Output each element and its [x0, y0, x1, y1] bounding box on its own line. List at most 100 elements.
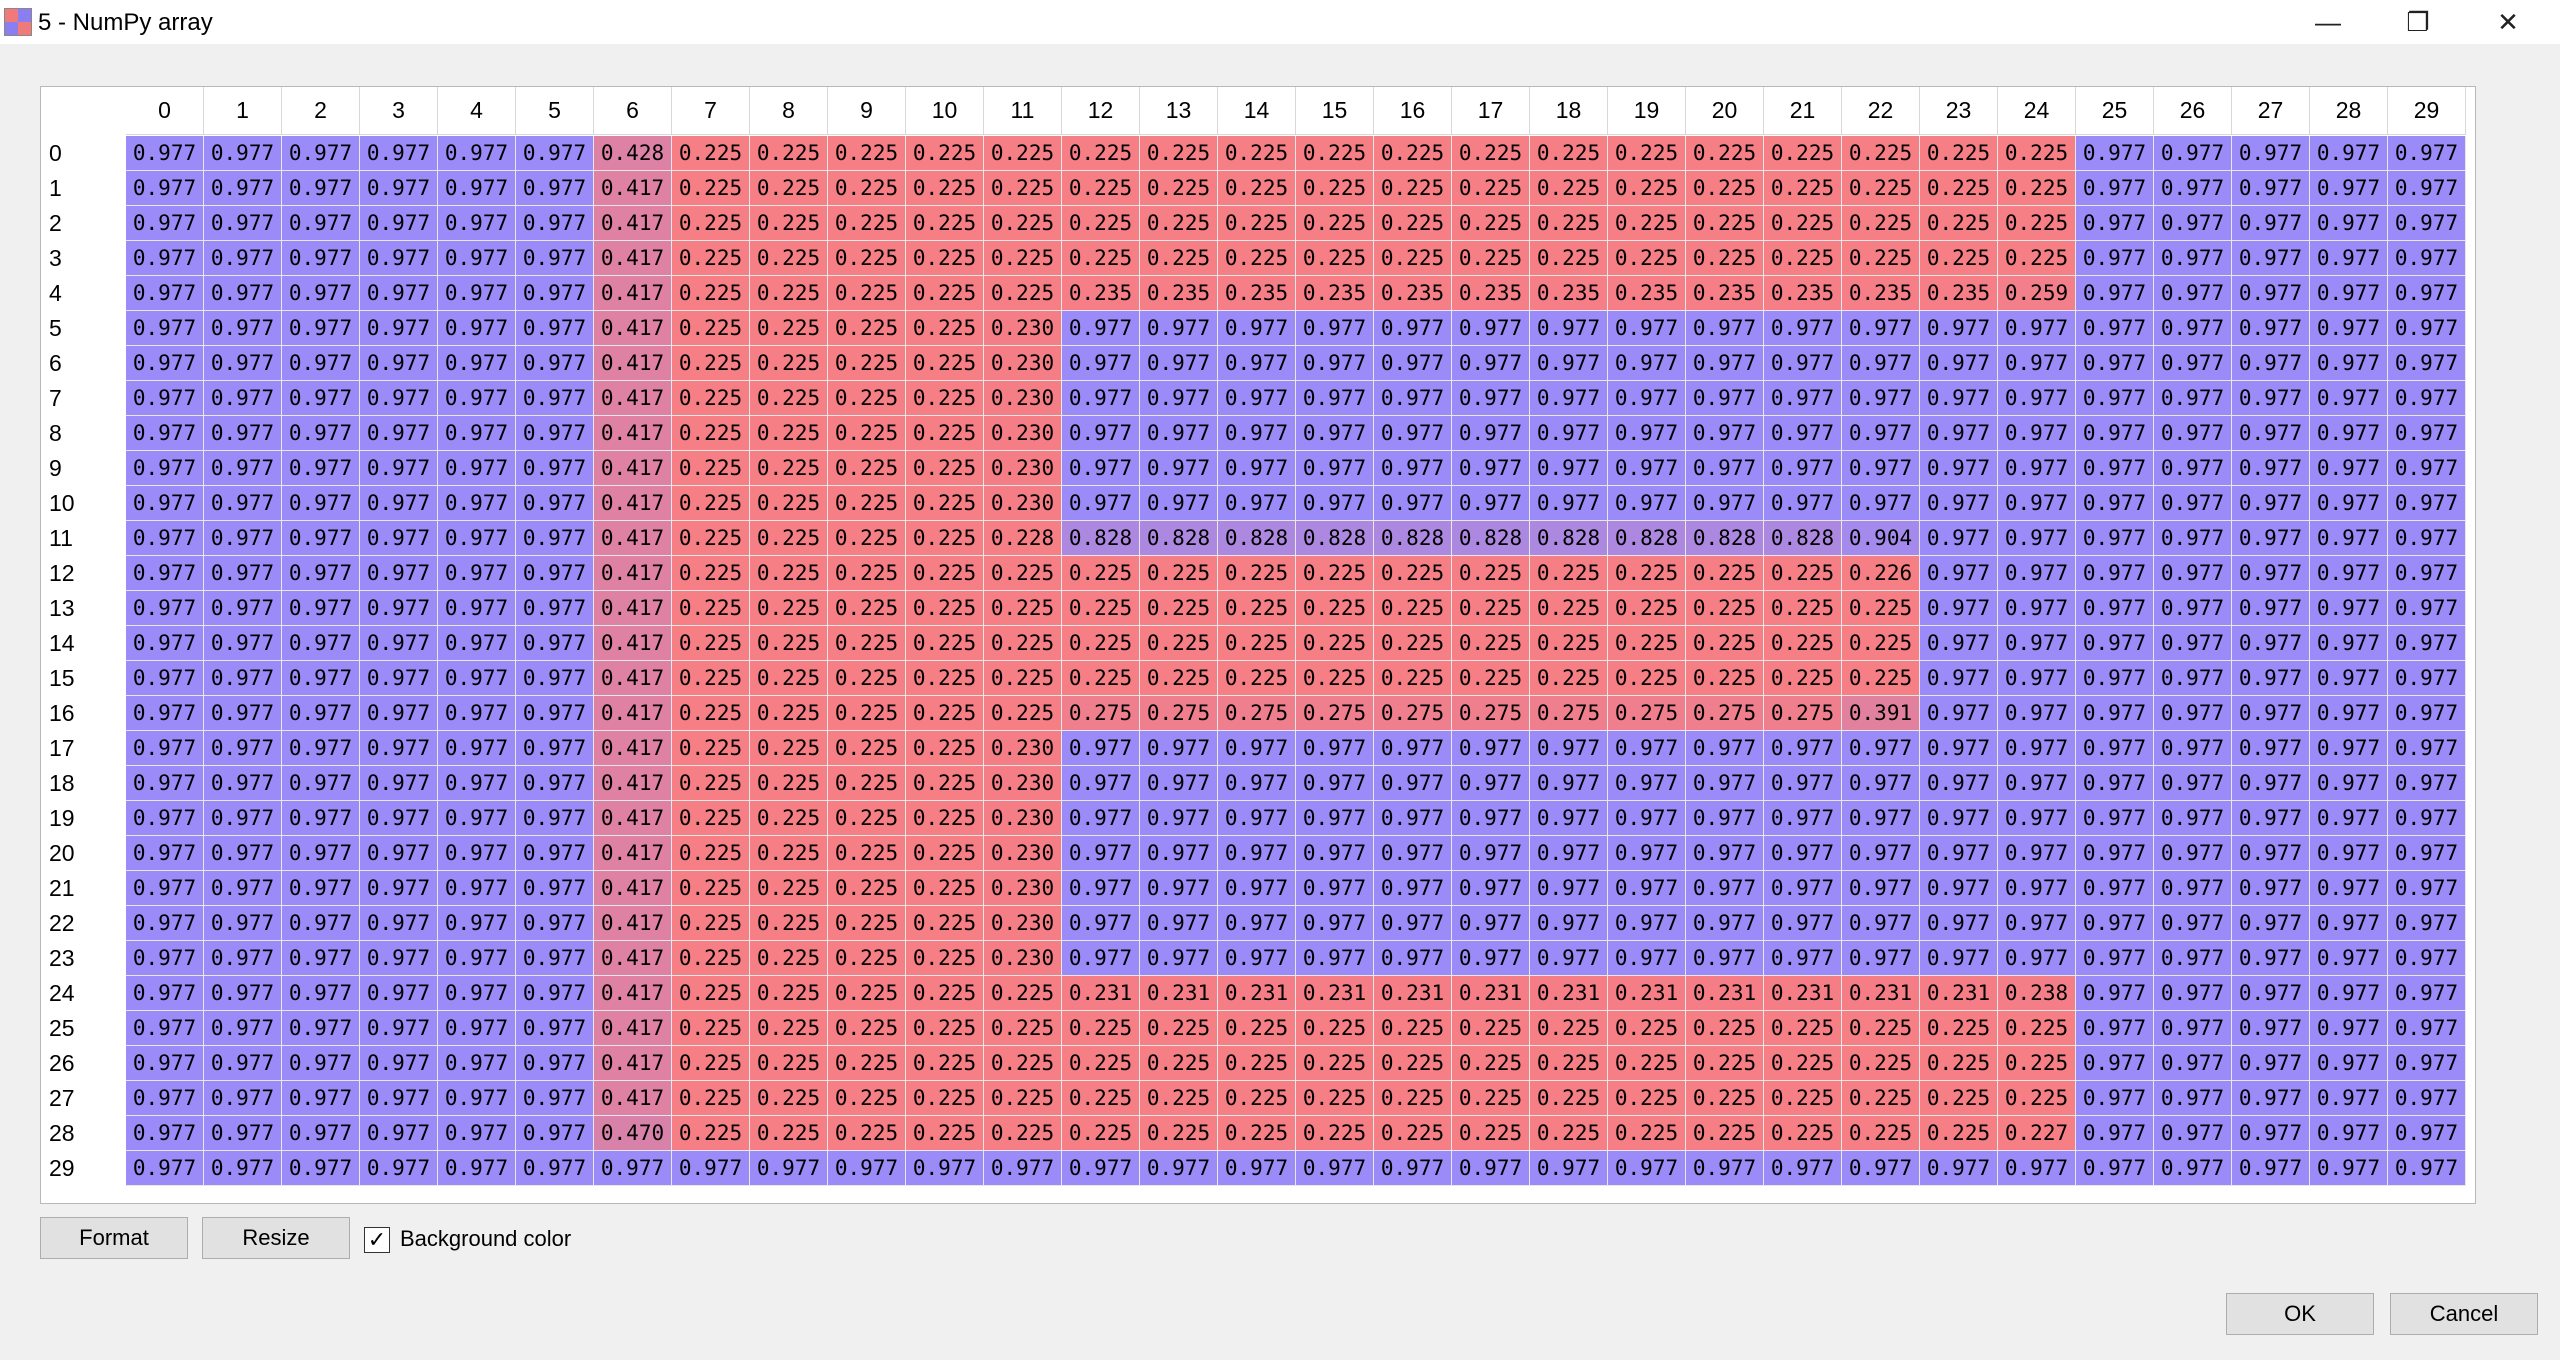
array-cell[interactable]: 0.977	[2076, 1081, 2154, 1116]
array-cell[interactable]: 0.977	[360, 1081, 438, 1116]
array-cell[interactable]: 0.977	[1218, 486, 1296, 521]
array-cell[interactable]: 0.977	[1140, 941, 1218, 976]
array-cell[interactable]: 0.977	[282, 346, 360, 381]
array-cell[interactable]: 0.977	[282, 941, 360, 976]
array-cell[interactable]: 0.977	[360, 416, 438, 451]
array-cell[interactable]: 0.225	[1686, 626, 1764, 661]
array-cell[interactable]: 0.225	[1920, 1011, 1998, 1046]
array-cell[interactable]: 0.977	[2154, 521, 2232, 556]
array-cell[interactable]: 0.977	[282, 136, 360, 171]
array-cell[interactable]: 0.977	[1530, 486, 1608, 521]
array-cell[interactable]: 0.977	[1530, 1151, 1608, 1186]
array-cell[interactable]: 0.977	[438, 451, 516, 486]
array-cell[interactable]: 0.977	[2232, 241, 2310, 276]
array-cell[interactable]: 0.225	[1608, 241, 1686, 276]
array-cell[interactable]: 0.225	[1608, 1046, 1686, 1081]
array-cell[interactable]: 0.977	[1998, 766, 2076, 801]
array-cell[interactable]: 0.225	[1374, 206, 1452, 241]
array-cell[interactable]: 0.977	[1686, 346, 1764, 381]
array-cell[interactable]: 0.977	[204, 416, 282, 451]
array-cell[interactable]: 0.225	[906, 801, 984, 836]
array-cell[interactable]: 0.225	[672, 626, 750, 661]
array-cell[interactable]: 0.225	[1842, 1046, 1920, 1081]
array-cell[interactable]: 0.977	[1920, 521, 1998, 556]
array-cell[interactable]: 0.225	[984, 206, 1062, 241]
array-cell[interactable]: 0.225	[1218, 1116, 1296, 1151]
array-cell[interactable]: 0.977	[2154, 171, 2232, 206]
array-cell[interactable]: 0.977	[1374, 941, 1452, 976]
array-cell[interactable]: 0.225	[1452, 626, 1530, 661]
array-cell[interactable]: 0.225	[1374, 241, 1452, 276]
array-cell[interactable]: 0.225	[906, 136, 984, 171]
array-cell[interactable]: 0.977	[1764, 836, 1842, 871]
array-cell[interactable]: 0.977	[1296, 906, 1374, 941]
array-cell[interactable]: 0.977	[282, 906, 360, 941]
array-cell[interactable]: 0.977	[1452, 416, 1530, 451]
array-cell[interactable]: 0.977	[438, 171, 516, 206]
array-cell[interactable]: 0.225	[828, 171, 906, 206]
array-cell[interactable]: 0.977	[1842, 941, 1920, 976]
array-cell[interactable]: 0.225	[1998, 206, 2076, 241]
array-cell[interactable]: 0.977	[906, 1151, 984, 1186]
array-cell[interactable]: 0.977	[438, 381, 516, 416]
array-cell[interactable]: 0.225	[672, 1046, 750, 1081]
array-cell[interactable]: 0.977	[516, 346, 594, 381]
array-cell[interactable]: 0.225	[1530, 556, 1608, 591]
array-cell[interactable]: 0.977	[1452, 941, 1530, 976]
array-cell[interactable]: 0.977	[1842, 836, 1920, 871]
array-cell[interactable]: 0.977	[126, 556, 204, 591]
array-cell[interactable]: 0.977	[1452, 766, 1530, 801]
array-cell[interactable]: 0.225	[750, 486, 828, 521]
array-cell[interactable]: 0.977	[1998, 906, 2076, 941]
array-cell[interactable]: 0.977	[1530, 451, 1608, 486]
array-cell[interactable]: 0.225	[1140, 661, 1218, 696]
array-cell[interactable]: 0.417	[594, 416, 672, 451]
array-cell[interactable]: 0.977	[126, 381, 204, 416]
array-cell[interactable]: 0.275	[1608, 696, 1686, 731]
array-cell[interactable]: 0.977	[360, 486, 438, 521]
array-cell[interactable]: 0.977	[2310, 696, 2388, 731]
array-cell[interactable]: 0.977	[1374, 1151, 1452, 1186]
array-cell[interactable]: 0.977	[1608, 311, 1686, 346]
array-cell[interactable]: 0.225	[750, 661, 828, 696]
array-cell[interactable]: 0.225	[750, 591, 828, 626]
array-cell[interactable]: 0.230	[984, 941, 1062, 976]
array-cell[interactable]: 0.977	[2076, 1011, 2154, 1046]
array-cell[interactable]: 0.977	[2154, 976, 2232, 1011]
array-cell[interactable]: 0.225	[672, 206, 750, 241]
array-cell[interactable]: 0.977	[438, 871, 516, 906]
array-cell[interactable]: 0.417	[594, 906, 672, 941]
array-cell[interactable]: 0.225	[1062, 136, 1140, 171]
array-cell[interactable]: 0.225	[906, 941, 984, 976]
array-cell[interactable]: 0.225	[1764, 556, 1842, 591]
array-cell[interactable]: 0.977	[1374, 766, 1452, 801]
array-cell[interactable]: 0.977	[282, 1116, 360, 1151]
array-cell[interactable]: 0.235	[1140, 276, 1218, 311]
array-cell[interactable]: 0.977	[126, 276, 204, 311]
array-cell[interactable]: 0.231	[1764, 976, 1842, 1011]
array-cell[interactable]: 0.977	[1608, 871, 1686, 906]
array-cell[interactable]: 0.977	[1920, 451, 1998, 486]
array-cell[interactable]: 0.225	[906, 1116, 984, 1151]
array-cell[interactable]: 0.225	[672, 381, 750, 416]
array-cell[interactable]: 0.977	[1920, 871, 1998, 906]
array-cell[interactable]: 0.977	[2232, 311, 2310, 346]
array-cell[interactable]: 0.977	[1764, 486, 1842, 521]
array-cell[interactable]: 0.828	[1218, 521, 1296, 556]
array-cell[interactable]: 0.977	[204, 1011, 282, 1046]
array-cell[interactable]: 0.225	[1608, 1011, 1686, 1046]
array-cell[interactable]: 0.230	[984, 416, 1062, 451]
array-cell[interactable]: 0.977	[204, 801, 282, 836]
array-cell[interactable]: 0.977	[1062, 381, 1140, 416]
array-cell[interactable]: 0.225	[906, 696, 984, 731]
array-cell[interactable]: 0.977	[1140, 871, 1218, 906]
array-cell[interactable]: 0.225	[1140, 206, 1218, 241]
array-cell[interactable]: 0.977	[282, 801, 360, 836]
array-cell[interactable]: 0.977	[1452, 486, 1530, 521]
array-cell[interactable]: 0.225	[906, 346, 984, 381]
array-cell[interactable]: 0.225	[1764, 591, 1842, 626]
array-cell[interactable]: 0.977	[2388, 171, 2466, 206]
array-cell[interactable]: 0.977	[204, 906, 282, 941]
array-cell[interactable]: 0.977	[438, 941, 516, 976]
array-cell[interactable]: 0.977	[126, 906, 204, 941]
